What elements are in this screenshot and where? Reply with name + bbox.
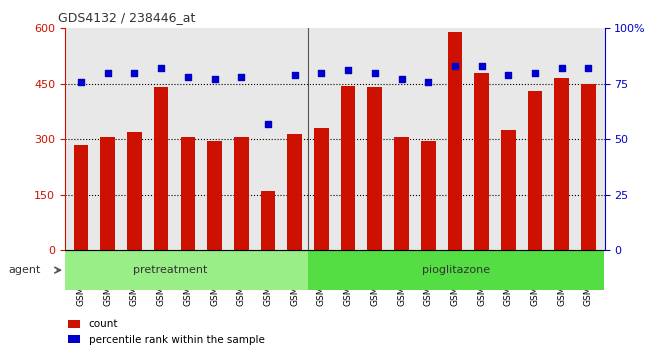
Bar (394, 137, 409, 250)
Bar (127, 132, 142, 250)
Bar (421, 141, 436, 250)
Point (370, 70, 380, 75)
Bar (181, 137, 195, 250)
Point (476, 63, 487, 69)
Bar (207, 141, 222, 250)
Point (183, 74, 193, 80)
Point (129, 70, 140, 75)
Point (450, 63, 460, 69)
Point (263, 121, 273, 126)
Bar (341, 86, 356, 250)
FancyBboxPatch shape (308, 250, 604, 290)
Bar (314, 128, 329, 250)
Point (289, 72, 300, 78)
Bar (448, 32, 462, 250)
Bar (73, 145, 88, 250)
Point (156, 65, 166, 71)
Point (423, 79, 434, 84)
Point (503, 72, 514, 78)
Bar (100, 137, 115, 250)
Point (76, 79, 86, 84)
Text: pretreatment: pretreatment (133, 265, 208, 275)
Bar (581, 84, 596, 250)
Bar (154, 87, 168, 250)
FancyBboxPatch shape (65, 250, 308, 290)
Text: agent: agent (8, 265, 41, 275)
Bar (501, 130, 515, 250)
Legend: count, percentile rank within the sample: count, percentile rank within the sample (64, 315, 268, 349)
Point (343, 68, 354, 73)
Bar (261, 191, 276, 250)
Point (530, 70, 540, 75)
Point (556, 65, 567, 71)
Point (583, 65, 593, 71)
Bar (528, 91, 542, 250)
Bar (367, 87, 382, 250)
Point (236, 74, 246, 80)
Point (396, 76, 407, 82)
Point (103, 70, 113, 75)
Bar (234, 137, 248, 250)
Bar (474, 73, 489, 250)
Bar (287, 133, 302, 250)
Text: pioglitazone: pioglitazone (422, 265, 490, 275)
Bar (554, 78, 569, 250)
Text: GDS4132 / 238446_at: GDS4132 / 238446_at (58, 11, 196, 24)
Point (316, 70, 326, 75)
Point (209, 76, 220, 82)
